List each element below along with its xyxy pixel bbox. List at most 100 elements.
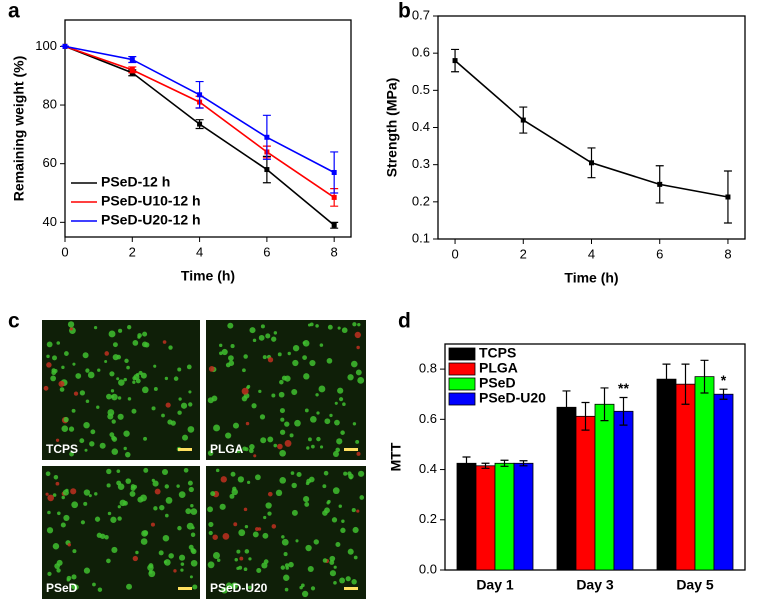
cell	[111, 419, 116, 424]
bar	[556, 406, 577, 571]
cell	[111, 435, 116, 441]
cell	[242, 446, 247, 451]
point	[657, 181, 663, 187]
cell	[351, 360, 358, 368]
y-tick-label: 0.2	[419, 511, 437, 526]
cell	[104, 351, 110, 356]
y-tick-label: 0.6	[412, 45, 430, 60]
bar	[613, 410, 634, 571]
point	[452, 58, 458, 64]
legend-label: PSeD-U10-12 h	[101, 193, 201, 209]
image-label: PSeD-U20	[210, 581, 268, 595]
cell	[67, 543, 72, 547]
cell	[303, 496, 310, 503]
cell	[313, 539, 319, 545]
cell	[315, 324, 319, 328]
scale-bar	[178, 448, 192, 451]
cell	[279, 449, 286, 457]
cell	[132, 555, 138, 562]
y-tick-label: 40	[43, 214, 57, 229]
cell	[190, 559, 198, 567]
cell	[231, 488, 238, 496]
cell	[219, 343, 223, 348]
cell	[222, 533, 230, 540]
cell	[51, 368, 56, 373]
cell	[357, 322, 361, 327]
cell	[292, 359, 299, 367]
cell	[75, 373, 82, 379]
x-tick-label: Day 3	[576, 577, 614, 593]
cell	[347, 548, 354, 555]
cell	[130, 484, 136, 489]
point	[197, 92, 203, 98]
cell	[126, 583, 133, 590]
cell	[291, 389, 298, 396]
cell	[117, 516, 122, 521]
cell	[256, 567, 262, 573]
cell	[281, 375, 287, 381]
cell	[107, 511, 112, 516]
cell	[318, 385, 326, 393]
cell	[168, 345, 173, 350]
cell	[257, 527, 262, 531]
cell	[50, 375, 57, 382]
cell	[61, 365, 65, 370]
cell	[208, 530, 213, 536]
cell	[236, 549, 241, 554]
cell	[329, 570, 337, 577]
cell	[111, 546, 118, 553]
cell	[302, 341, 306, 345]
x-tick-label: 0	[61, 244, 68, 259]
cell	[162, 340, 167, 344]
cell	[288, 561, 294, 568]
cell	[107, 413, 114, 420]
scale-bar	[344, 587, 358, 590]
cell	[219, 503, 226, 510]
x-tick-label: 2	[129, 244, 136, 259]
cell	[351, 508, 356, 513]
cell	[140, 372, 147, 379]
y-tick-label: 60	[43, 155, 57, 170]
cell	[351, 579, 357, 585]
cell	[281, 535, 285, 539]
cell	[45, 471, 51, 477]
cell	[124, 358, 129, 364]
cell	[173, 569, 177, 573]
cell	[52, 355, 58, 361]
cell	[71, 574, 77, 580]
cell	[151, 406, 156, 411]
cell	[163, 560, 167, 564]
cell	[237, 476, 245, 483]
bar	[475, 465, 496, 571]
cell	[335, 447, 341, 453]
cell	[303, 373, 310, 380]
cell	[252, 531, 259, 538]
cell	[207, 561, 215, 569]
cell	[142, 331, 148, 337]
bar	[456, 462, 477, 571]
cell	[316, 411, 320, 415]
cell	[208, 521, 214, 528]
axes-frame	[64, 19, 352, 238]
cell	[315, 393, 319, 397]
cell	[279, 379, 284, 385]
cell	[83, 501, 88, 506]
cell	[309, 322, 314, 327]
cell	[323, 470, 329, 476]
cell	[188, 390, 192, 394]
y-axis-label: MTT	[388, 442, 404, 471]
cell	[127, 397, 132, 401]
cell	[127, 325, 132, 330]
cell	[221, 348, 228, 356]
cell	[324, 507, 330, 514]
cell	[176, 484, 180, 488]
cell	[151, 478, 155, 483]
cell	[116, 480, 122, 486]
cell	[93, 326, 98, 330]
cell	[342, 402, 346, 406]
cell	[292, 344, 300, 352]
cell	[154, 488, 161, 495]
bar	[575, 415, 596, 571]
cell	[207, 397, 214, 404]
cell	[57, 511, 61, 516]
